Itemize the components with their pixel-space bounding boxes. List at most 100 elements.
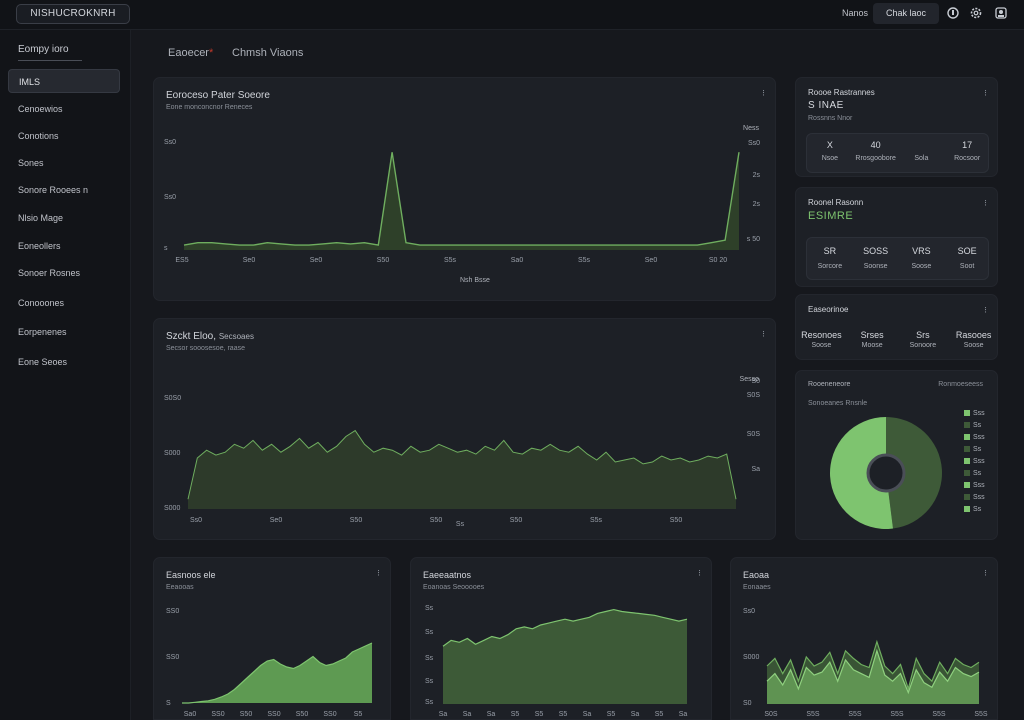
stat-label: Soonse bbox=[863, 263, 888, 270]
y-tick: Ss bbox=[425, 699, 434, 706]
stat-value: Resonoes bbox=[801, 330, 842, 340]
bottom-card-a-title: Easnoos ele bbox=[166, 570, 216, 580]
sidebar-item[interactable]: Eoneollers bbox=[18, 241, 61, 251]
x-tick: Sa bbox=[487, 711, 496, 718]
bottom-card-b: Eaeeaatnos Eoanoas Seooooes ⁝ Ss Ss Ss Ss Ss… bbox=[410, 557, 712, 720]
x-tick: S50 bbox=[350, 517, 363, 524]
second-chart-card: Szckt Eloo, Secsoaes Secsor sooosesoe, r… bbox=[153, 318, 776, 540]
second-chart-title: Szckt Eloo, Secsoaes bbox=[166, 331, 254, 342]
stat-label: Moose bbox=[861, 342, 883, 349]
x-tick: Sa bbox=[439, 711, 448, 718]
y-tick-right: s 50 bbox=[747, 236, 760, 243]
bottom-card-c: Eaoaa Eonaaes ⁝ Ss0 S000 S0 S0S S5S S5S S5S S5S… bbox=[730, 557, 998, 720]
x-tick: S5s bbox=[578, 257, 591, 264]
y-tick-left: S000 bbox=[164, 450, 180, 457]
stat-label: Rrosgoobore bbox=[855, 155, 896, 162]
main-series-area bbox=[184, 152, 739, 250]
x-tick: SS0 bbox=[211, 711, 224, 718]
main-chart-title: Eoroceso Pater Soeore bbox=[166, 90, 270, 101]
legend-item: Ss bbox=[964, 422, 981, 429]
donut-hole bbox=[866, 453, 906, 493]
breadcrumb-second[interactable]: Chmsh Viaons bbox=[232, 47, 304, 59]
sidebar-item[interactable]: Sonore Rooees n bbox=[18, 185, 89, 195]
second-chart-bottom-label: Ss bbox=[456, 521, 465, 528]
sidebar-item[interactable]: Eone Seoes bbox=[18, 357, 68, 367]
x-tick: ES5 bbox=[175, 257, 188, 264]
donut-title-right: Ronmoeseess bbox=[938, 381, 983, 388]
legend-label: Sss bbox=[973, 434, 985, 441]
stat-label: Nsoe bbox=[821, 155, 839, 162]
x-tick: S5s bbox=[590, 517, 603, 524]
y-tick: S0 bbox=[743, 700, 752, 707]
main-line-chart: Ss0 Ss0 s Ss0 2s 2s s 50 ES5 Se0 Se0 S50 S5s Sa0 S5s S… bbox=[164, 139, 761, 264]
sidebar-item[interactable]: Sonoer Rosnes bbox=[18, 268, 81, 278]
bottom-card-a: Easnoos ele Eeaooas ⁝ SS0 SS0 S Sa0 SS0 S50 SS… bbox=[153, 557, 391, 720]
main-chart-card: Eoroceso Pater Soeore Eone monconcnor Re… bbox=[153, 77, 776, 301]
legend-item: Sss bbox=[964, 458, 985, 465]
stat-label: Soot bbox=[959, 263, 975, 270]
top-action-button[interactable]: Chak laoc bbox=[873, 3, 939, 24]
legend-item: Ss bbox=[964, 506, 981, 513]
legend-item: Sss bbox=[964, 410, 985, 417]
x-tick: S5S bbox=[932, 711, 946, 718]
main-chart-menu-icon[interactable]: ⁝ bbox=[762, 88, 765, 98]
bottom-card-b-subtitle: Eoanoas Seooooes bbox=[423, 584, 485, 591]
sidebar-item[interactable]: Cenoewios bbox=[18, 104, 63, 114]
sidebar-item[interactable]: Conotions bbox=[18, 131, 59, 141]
donut-slice bbox=[886, 417, 943, 529]
top-nav-link[interactable]: Nanos bbox=[842, 8, 869, 18]
stat-label: Soose bbox=[811, 342, 832, 349]
bottom-card-a-menu-icon[interactable]: ⁝ bbox=[377, 568, 380, 578]
legend-swatch bbox=[964, 434, 970, 441]
y-tick-right: S0S bbox=[747, 431, 761, 438]
stat-label: Soose bbox=[911, 263, 932, 270]
stat-value: SOE bbox=[957, 246, 977, 256]
x-tick: Sa0 bbox=[511, 257, 524, 264]
breadcrumb-first[interactable]: Eaoecer* bbox=[168, 47, 213, 59]
second-series-area bbox=[188, 430, 736, 509]
stat-card-1-box: X Nsoe 40 Rrosgoobore Sola 17 Rocsoor bbox=[806, 133, 989, 173]
sidebar-item[interactable]: Eorpenenes bbox=[18, 327, 67, 337]
x-tick: Sa bbox=[583, 711, 592, 718]
sidebar-item[interactable]: Conooones bbox=[18, 298, 65, 308]
stat-value: 40 bbox=[870, 140, 881, 150]
bottom-card-c-menu-icon[interactable]: ⁝ bbox=[984, 568, 987, 578]
x-tick: SS0 bbox=[323, 711, 336, 718]
bottom-c-series2-area bbox=[767, 650, 979, 704]
stat-value: X bbox=[826, 140, 833, 150]
y-tick-left: Ss0 bbox=[164, 194, 176, 201]
brand-logo[interactable]: NISHUCROKNRH bbox=[16, 4, 130, 24]
sidebar-item[interactable]: Nlsio Mage bbox=[18, 213, 64, 223]
stat-card-3-menu-icon[interactable]: ⁝ bbox=[984, 305, 987, 315]
sidebar-item[interactable]: IMLS bbox=[8, 69, 120, 93]
x-tick: S5 bbox=[354, 711, 363, 718]
second-chart-menu-icon[interactable]: ⁝ bbox=[762, 329, 765, 339]
y-tick-left: s bbox=[164, 245, 168, 252]
stat-card-1-menu-icon[interactable]: ⁝ bbox=[984, 88, 987, 98]
gear-icon[interactable] bbox=[969, 6, 983, 20]
x-tick: Sa bbox=[463, 711, 472, 718]
legend-item: Ss bbox=[964, 446, 981, 453]
stat-label: Sola bbox=[914, 155, 929, 162]
main-chart-subtitle: Eone monconcnor Reneces bbox=[166, 104, 253, 111]
second-series-line bbox=[187, 429, 737, 500]
circle-icon[interactable] bbox=[946, 6, 960, 20]
legend-item: Sss bbox=[964, 482, 985, 489]
stat-label: Rocsoor bbox=[954, 155, 981, 162]
y-tick-left: S0S0 bbox=[164, 395, 181, 402]
x-tick: S5 bbox=[655, 711, 664, 718]
x-tick: Sa bbox=[679, 711, 688, 718]
y-tick-right: 2s bbox=[753, 172, 761, 179]
stat-card-2-menu-icon[interactable]: ⁝ bbox=[984, 198, 987, 208]
bottom-card-c-subtitle: Eonaaes bbox=[743, 584, 771, 591]
user-icon[interactable] bbox=[994, 6, 1008, 20]
sidebar-item[interactable]: Sones bbox=[18, 158, 44, 168]
bottom-card-b-menu-icon[interactable]: ⁝ bbox=[698, 568, 701, 578]
y-tick: SS0 bbox=[166, 654, 179, 661]
stat-card-1: Roooe Rastrannes S INAE Rossnns Nnor ⁝ X… bbox=[795, 77, 998, 177]
y-tick-left: Ss0 bbox=[164, 139, 176, 146]
stat-card-2-title: Roonel Rasonn bbox=[808, 198, 864, 207]
y-tick-left: S000 bbox=[164, 505, 180, 512]
legend-swatch bbox=[964, 506, 970, 513]
bottom-card-b-title: Eaeeaatnos bbox=[423, 570, 472, 580]
